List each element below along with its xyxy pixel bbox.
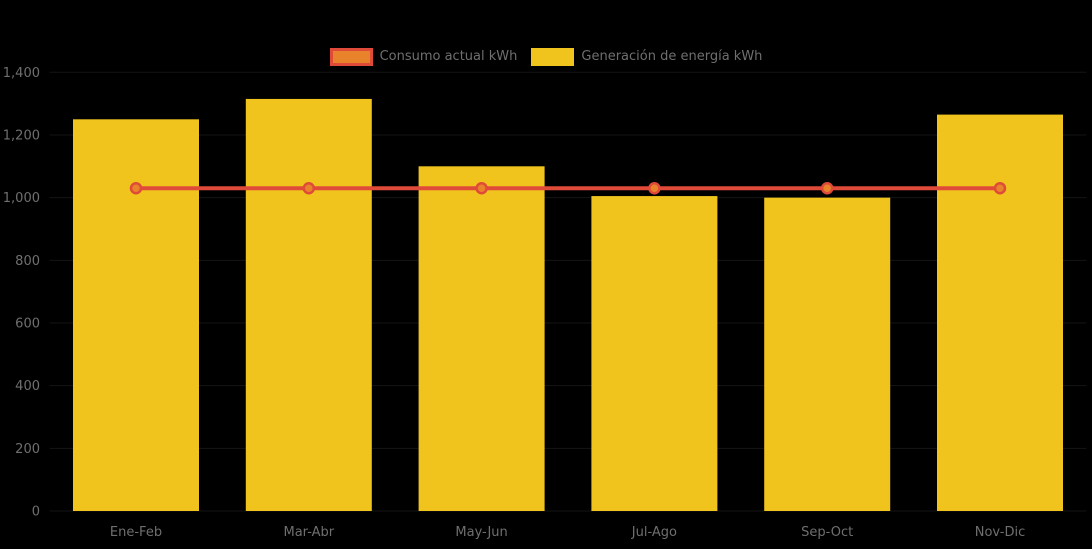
y-tick-label: 800 bbox=[15, 254, 40, 269]
line-marker-ene-feb[interactable] bbox=[129, 181, 143, 195]
bar-nov-dic[interactable] bbox=[937, 114, 1063, 511]
line-marker-nov-dic[interactable] bbox=[993, 181, 1007, 195]
x-tick-label-nov-dic: Nov-Dic bbox=[975, 525, 1025, 540]
legend-swatch-generacion-icon bbox=[531, 48, 575, 66]
line-marker-mar-abr[interactable] bbox=[302, 181, 316, 195]
x-tick-label-ene-feb: Ene-Feb bbox=[110, 525, 162, 540]
bar-ene-feb[interactable] bbox=[73, 119, 199, 511]
y-tick-label: 600 bbox=[15, 316, 40, 331]
bar-may-jun[interactable] bbox=[418, 166, 545, 512]
x-tick-label-sep-oct: Sep-Oct bbox=[801, 525, 853, 540]
line-marker-may-jun[interactable] bbox=[475, 181, 488, 195]
y-tick-label: 1,200 bbox=[3, 128, 40, 143]
y-tick-label: 200 bbox=[15, 442, 40, 457]
legend-label-consumo: Consumo actual kWh bbox=[379, 49, 518, 64]
bar-jul-ago[interactable] bbox=[591, 196, 718, 512]
legend-label-generacion: Generación de energía kWh bbox=[581, 49, 763, 64]
line-marker-sep-oct[interactable] bbox=[820, 181, 834, 195]
y-tick-label: 1,400 bbox=[3, 66, 40, 81]
line-marker-jul-ago[interactable] bbox=[648, 181, 661, 195]
legend-item-generacion-energia[interactable]: Generación de energía kWh bbox=[531, 48, 762, 66]
legend: Consumo actual kWh Generación de energía… bbox=[0, 48, 1092, 66]
bar-sep-oct[interactable] bbox=[764, 197, 891, 511]
x-tick-label-may-jun: May-Jun bbox=[455, 525, 507, 540]
legend-swatch-consumo-icon bbox=[329, 48, 373, 66]
y-tick-label: 0 bbox=[32, 505, 40, 520]
x-tick-label-jul-ago: Jul-Ago bbox=[631, 525, 677, 540]
y-tick-label: 400 bbox=[15, 379, 40, 394]
y-tick-label: 1,000 bbox=[3, 191, 40, 206]
legend-item-consumo-actual[interactable]: Consumo actual kWh bbox=[329, 48, 518, 66]
bar-mar-abr[interactable] bbox=[245, 98, 372, 511]
x-tick-label-mar-abr: Mar-Abr bbox=[284, 525, 335, 540]
